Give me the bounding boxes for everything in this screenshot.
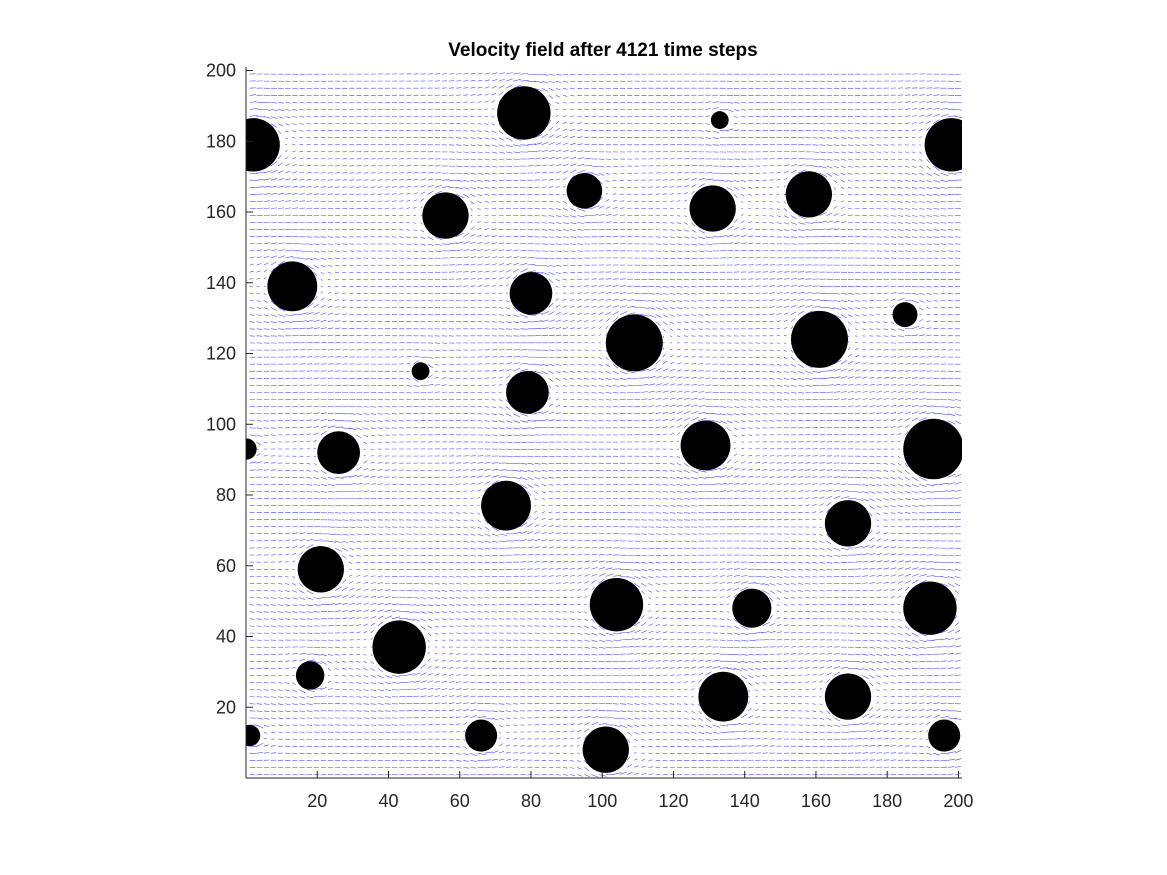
obstacle — [903, 418, 962, 480]
obstacle — [589, 577, 644, 632]
obstacle — [481, 480, 531, 531]
velocity-arrows — [249, 72, 962, 778]
obstacle — [824, 500, 872, 547]
obstacle — [566, 172, 603, 209]
obstacle — [246, 438, 257, 460]
x-tick-label: 80 — [521, 791, 541, 811]
obstacle — [497, 86, 551, 140]
x-tick-label: 160 — [801, 791, 831, 811]
obstacle — [246, 118, 280, 172]
obstacle — [267, 261, 318, 312]
obstacle — [892, 302, 918, 328]
axes — [245, 67, 962, 779]
obstacle — [465, 719, 498, 752]
x-tick-label: 100 — [587, 791, 617, 811]
obstacle — [582, 726, 629, 773]
obstacle — [785, 171, 832, 218]
obstacle — [710, 111, 729, 129]
obstacle — [698, 671, 749, 722]
obstacle — [317, 431, 360, 474]
x-tick-label: 200 — [943, 791, 973, 811]
y-tick-label: 20 — [216, 697, 236, 717]
obstacle — [791, 310, 849, 368]
obstacles — [246, 86, 962, 773]
y-tick-label: 200 — [206, 61, 236, 81]
y-tick-label: 120 — [206, 344, 236, 364]
velocity-vectors — [249, 72, 962, 778]
x-tick-label: 60 — [450, 791, 470, 811]
obstacle — [605, 314, 663, 372]
obstacle — [903, 581, 957, 635]
obstacle — [295, 661, 325, 690]
chart-title: Velocity field after 4121 time steps — [448, 40, 757, 61]
obstacle — [732, 588, 772, 628]
obstacle — [680, 420, 731, 471]
x-tick-label: 20 — [307, 791, 327, 811]
x-axis-ticks: 20 40 60 80 100 120 140 160 180 200 — [307, 771, 973, 811]
obstacle — [372, 620, 426, 674]
y-tick-label: 180 — [206, 131, 236, 151]
obstacle — [928, 719, 961, 752]
x-tick-label: 140 — [730, 791, 760, 811]
y-tick-label: 40 — [216, 627, 236, 647]
obstacle — [506, 371, 549, 414]
obstacle — [689, 185, 736, 232]
y-tick-label: 100 — [206, 414, 236, 434]
y-axis-ticks: 20 40 60 80 100 120 140 160 180 200 — [206, 61, 253, 717]
x-tick-label: 180 — [872, 791, 902, 811]
obstacle — [246, 724, 261, 747]
y-tick-label: 60 — [216, 556, 236, 576]
obstacle — [422, 192, 469, 239]
obstacle — [824, 673, 872, 720]
obstacle — [509, 272, 553, 315]
obstacle — [297, 546, 344, 593]
x-tick-label: 40 — [378, 791, 398, 811]
obstacle — [924, 118, 962, 172]
y-tick-label: 80 — [216, 485, 236, 505]
y-tick-label: 140 — [206, 273, 236, 293]
y-tick-label: 160 — [206, 202, 236, 222]
obstacle — [411, 362, 430, 381]
x-tick-label: 120 — [658, 791, 688, 811]
